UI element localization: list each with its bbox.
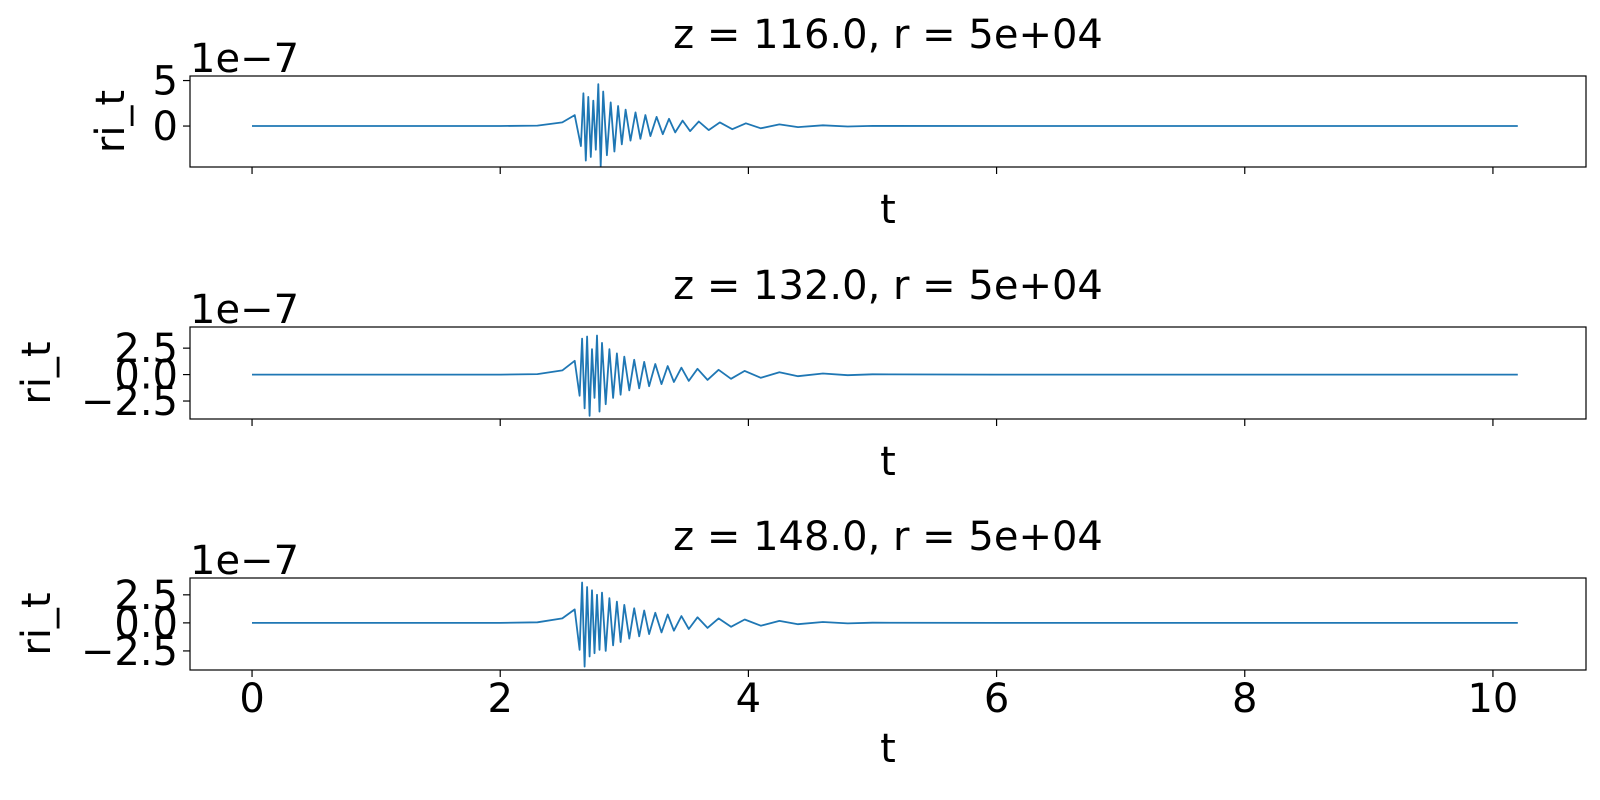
x-axis-label: t (880, 726, 896, 772)
series-line (252, 83, 1518, 167)
y-offset-label: 1e−7 (190, 36, 299, 82)
x-tick-label: 0 (239, 676, 264, 722)
subplot-3: z = 148.0, r = 5e+04 1e−7 0 2 4 6 8 10 −2.50.02.… (14, 514, 1587, 772)
series-line (252, 334, 1518, 417)
plot-frame (189, 75, 1587, 168)
x-tick-label: 10 (1467, 676, 1518, 722)
x-tick-label: 4 (736, 676, 761, 722)
y-offset-label: 1e−7 (190, 287, 299, 333)
y-tick-label: 2.5 (114, 326, 178, 372)
subplot-title: z = 132.0, r = 5e+04 (673, 263, 1103, 309)
y-axis-label: ri_t (14, 341, 60, 404)
series-line (252, 581, 1518, 668)
subplot-2: z = 132.0, r = 5e+04 1e−7 −2.50.02.5 t ri_t (14, 263, 1587, 485)
x-tick-label: 2 (487, 676, 512, 722)
y-tick-label: 5 (153, 59, 178, 105)
plot-frame (189, 326, 1587, 420)
y-tick-label: 0.0 (114, 353, 178, 399)
x-axis-label: t (880, 439, 896, 485)
x-tick-label: 6 (984, 676, 1009, 722)
y-axis-label: ri_t (14, 592, 60, 655)
subplot-title: z = 116.0, r = 5e+04 (673, 12, 1103, 58)
x-tick-label: 8 (1232, 676, 1257, 722)
y-tick-label: 2.5 (114, 573, 178, 619)
y-tick-label: −2.5 (81, 379, 178, 425)
y-offset-label: 1e−7 (190, 538, 299, 584)
subplot-title: z = 148.0, r = 5e+04 (673, 514, 1103, 560)
plot-frame (189, 577, 1587, 671)
y-tick-label: 0.0 (114, 601, 178, 647)
y-tick-label: 0 (153, 104, 178, 150)
y-axis-label: ri_t (88, 90, 134, 153)
subplot-1: z = 116.0, r = 5e+04 1e−7 05 t ri_t (88, 12, 1587, 233)
y-tick-label: −2.5 (81, 629, 178, 675)
x-axis-label: t (880, 187, 896, 233)
